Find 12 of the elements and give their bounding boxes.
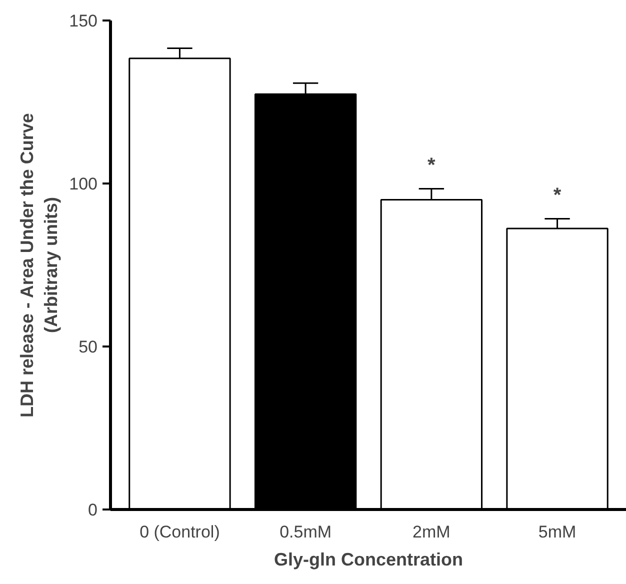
x-tick-label: 0.5mM: [280, 522, 332, 542]
y-tick-label: 100: [69, 174, 98, 194]
x-tick-label: 2mM: [412, 522, 450, 542]
x-tick-label: 0 (Control): [140, 522, 220, 542]
x-axis-title: Gly-gln Concentration: [274, 550, 463, 570]
annotation: *: [553, 184, 562, 207]
x-tick-label: 5mM: [538, 522, 576, 542]
y-axis-title: LDH release - Area Under the Curve (Arbitrary units): [17, 113, 62, 418]
annotation: *: [428, 154, 436, 177]
y-tick-label: 50: [78, 338, 98, 356]
y-tick-label: 150: [69, 12, 98, 30]
y-tick-label: 0: [88, 500, 98, 520]
